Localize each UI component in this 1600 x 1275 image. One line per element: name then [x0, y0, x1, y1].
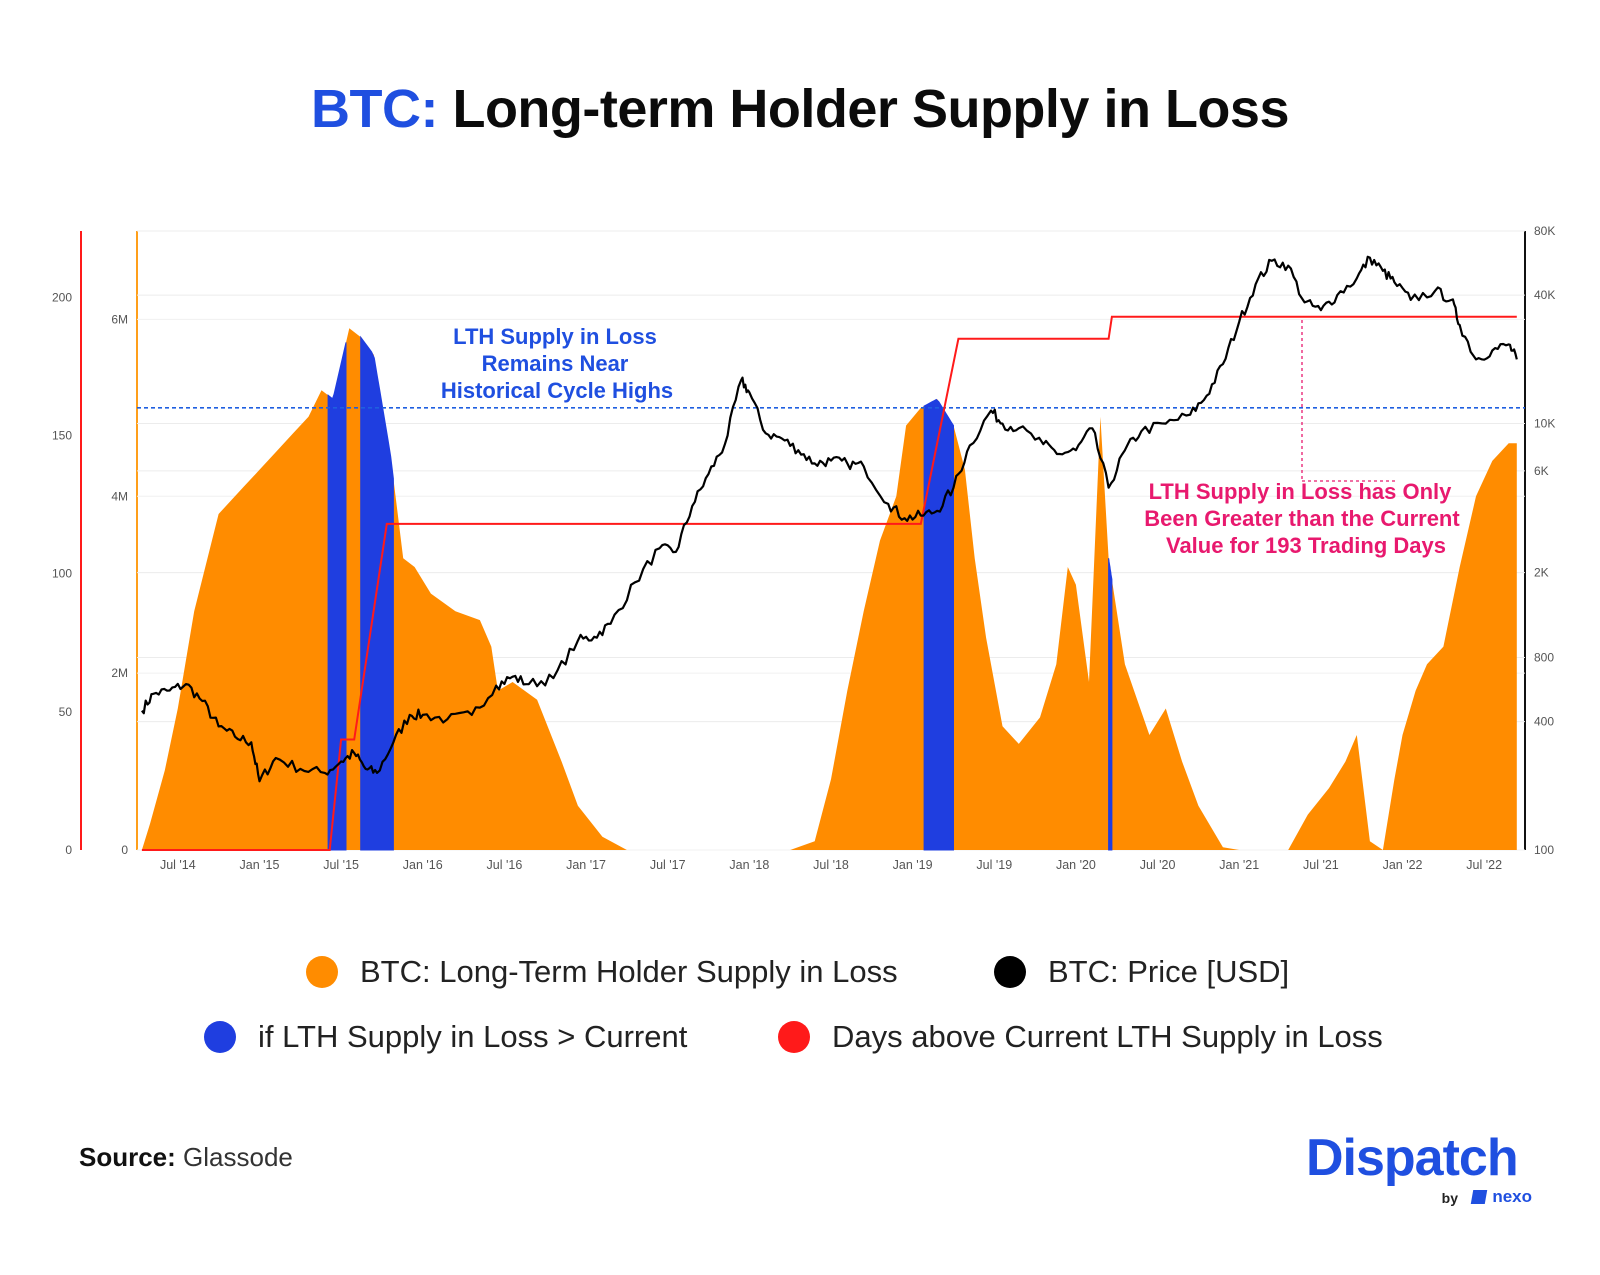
legend-label-supply: BTC: Long-Term Holder Supply in Loss [360, 954, 898, 989]
source-value: Glassode [175, 1142, 293, 1172]
price-axis-tick-label: 6K [1534, 464, 1549, 478]
legend-label-above-current: if LTH Supply in Loss > Current [258, 1019, 688, 1054]
annotation-left-line-1: LTH Supply in Loss [453, 324, 657, 349]
legend-dot-above-current [204, 1021, 236, 1053]
price-series [141, 255, 1518, 783]
legend-dot-price [994, 956, 1026, 988]
annotation-right-line-1: LTH Supply in Loss has Only [1149, 479, 1453, 504]
title-rest: Long-term Holder Supply in Loss [437, 79, 1289, 139]
price-axis-tick-label: 80K [1534, 224, 1555, 238]
x-axis-tick-label: Jul '18 [813, 858, 849, 872]
axis-tick-labels: 0 50 100 150 200 0 2M 4M 6M 100 400 800 2K 6K 10K 40K 80… [52, 224, 1555, 872]
annotation-right-line-2: Been Greater than the Current [1144, 506, 1460, 531]
brand-logo: Dispatch by nexo [1306, 1132, 1532, 1207]
price-axis-tick-label: 40K [1534, 288, 1555, 302]
brand-partner: nexo [1492, 1187, 1532, 1206]
days-line [141, 315, 1517, 851]
brand-name: Dispatch [1306, 1129, 1519, 1187]
nexo-logo-icon [1470, 1190, 1488, 1204]
title-prefix: BTC: [310, 79, 438, 139]
supply-axis-tick-label: 2M [111, 666, 128, 680]
x-axis-tick-label: Jul '19 [976, 858, 1012, 872]
supply-axis-tick-label: 0 [121, 843, 128, 857]
legend-item-days: Days above Current LTH Supply in Loss [778, 1019, 1383, 1055]
x-axis-tick-label: Jan '21 [1219, 858, 1259, 872]
days-axis-tick-label: 50 [59, 705, 73, 719]
x-axis-tick-label: Jul '17 [650, 858, 686, 872]
legend-dot-supply [306, 956, 338, 988]
legend-dot-days [778, 1021, 810, 1053]
x-axis-tick-label: Jul '14 [160, 858, 196, 872]
price-axis-tick-label: 100 [1534, 843, 1554, 857]
legend-label-price: BTC: Price [USD] [1048, 954, 1290, 989]
price-axis-tick-label: 800 [1534, 650, 1554, 664]
legend-label-days: Days above Current LTH Supply in Loss [832, 1019, 1383, 1054]
supply-axis-tick-label: 6M [111, 312, 128, 326]
legend-item-supply: BTC: Long-Term Holder Supply in Loss [306, 954, 898, 990]
source-note: Source: Glassode [79, 1142, 293, 1173]
price-line [141, 255, 1518, 783]
above-current-bar-3 [1108, 558, 1113, 851]
source-label: Source: [79, 1142, 176, 1172]
chart-title: BTC: Long-term Holder Supply in Loss [0, 78, 1600, 140]
x-axis-tick-label: Jan '15 [240, 858, 280, 872]
x-axis-tick-label: Jan '16 [403, 858, 443, 872]
legend-item-price: BTC: Price [USD] [994, 954, 1289, 990]
days-axis-tick-label: 150 [52, 428, 72, 442]
supply-axis-tick-label: 4M [111, 489, 128, 503]
x-axis-tick-label: Jul '22 [1466, 858, 1502, 872]
annotation-left-line-2: Remains Near [482, 351, 629, 376]
supply-series [141, 328, 1517, 850]
brand-by: by [1441, 1190, 1458, 1206]
x-axis-tick-label: Jul '15 [323, 858, 359, 872]
above-current-bar-2 [923, 398, 954, 851]
x-axis-tick-label: Jul '16 [487, 858, 523, 872]
days-axis-tick-label: 200 [52, 290, 72, 304]
x-axis-tick-label: Jan '18 [729, 858, 769, 872]
x-axis-tick-label: Jan '19 [893, 858, 933, 872]
days-series [141, 315, 1517, 851]
legend-item-above-current: if LTH Supply in Loss > Current [204, 1019, 687, 1055]
above-current-bar-0 [327, 342, 347, 851]
annotation-left-line-3: Historical Cycle Highs [441, 378, 673, 403]
days-axis-tick-label: 0 [65, 843, 72, 857]
annotations: LTH Supply in Loss Remains Near Historic… [441, 324, 1461, 558]
price-axis-tick-label: 400 [1534, 715, 1554, 729]
days-axis-tick-label: 100 [52, 567, 72, 581]
x-axis-tick-label: Jul '20 [1140, 858, 1176, 872]
price-axis-tick-label: 10K [1534, 417, 1555, 431]
x-axis-tick-label: Jan '20 [1056, 858, 1096, 872]
supply-area [141, 328, 1517, 850]
x-axis-tick-label: Jul '21 [1303, 858, 1339, 872]
x-axis-tick-label: Jan '22 [1383, 858, 1423, 872]
price-axis-tick-label: 2K [1534, 566, 1549, 580]
x-axis-tick-label: Jan '17 [566, 858, 606, 872]
annotation-right-line-3: Value for 193 Trading Days [1166, 533, 1446, 558]
